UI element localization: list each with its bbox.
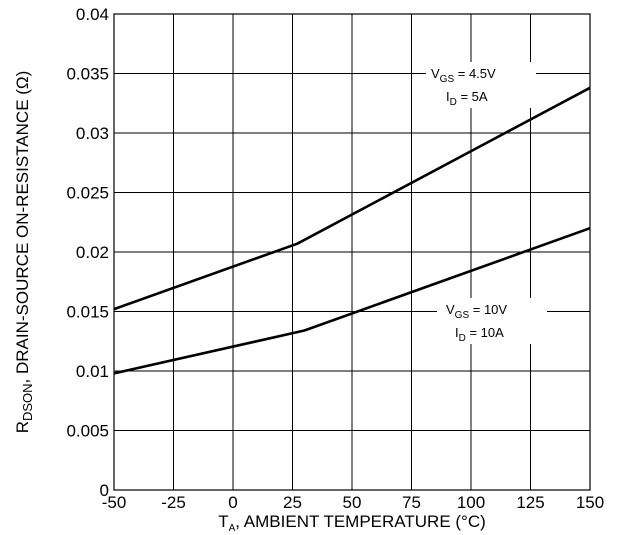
annotation-1-line2: ID = 5A [446, 89, 488, 108]
y-tick-label: 0.025 [66, 184, 109, 203]
x-tick-label: 100 [457, 493, 485, 512]
series-line-2 [113, 226, 591, 375]
y-axis-label: RDSON, DRAIN-SOURCE ON-RESISTANCE (Ω) [13, 71, 35, 434]
x-tick-label: 50 [343, 493, 362, 512]
x-tick-label: 150 [576, 493, 604, 512]
y-tick-label: 0 [100, 481, 109, 500]
x-tick-label: 25 [283, 493, 302, 512]
annotation-1-line1: VGS = 4.5V [431, 66, 496, 85]
annotation-bg-2 [437, 298, 547, 344]
annotation-vgs-10v: VGS = 10V ID = 10A [437, 298, 547, 344]
x-tick-label: -25 [161, 493, 186, 512]
y-tick-label: 0.015 [66, 303, 109, 322]
annotation-vgs-4-5v: VGS = 4.5V ID = 5A [426, 62, 536, 108]
x-tick-labels: -50 -25 0 25 50 75 100 125 150 [102, 493, 604, 512]
annotation-2-line2: ID = 10A [455, 325, 504, 344]
series-lines [113, 86, 591, 375]
series-line-1 [113, 86, 591, 311]
y-tick-label: 0.035 [66, 65, 109, 84]
y-tick-label: 0.005 [66, 422, 109, 441]
y-tick-label: 0.02 [76, 243, 109, 262]
x-tick-label: -50 [102, 493, 127, 512]
y-tick-label: 0.01 [76, 362, 109, 381]
y-tick-labels: 0 0.005 0.01 0.015 0.02 0.025 0.03 0.035 0.04 [66, 5, 109, 500]
y-tick-label: 0.04 [76, 5, 109, 24]
y-tick-label: 0.03 [76, 124, 109, 143]
annotation-bg-1 [426, 62, 536, 108]
plot-frame [113, 13, 591, 491]
annotation-2-line1: VGS = 10V [446, 302, 507, 321]
x-axis-label: TA, AMBIENT TEMPERATURE (°C) [218, 512, 486, 534]
x-tick-label: 75 [402, 493, 421, 512]
x-tick-label: 0 [228, 493, 237, 512]
x-tick-label: 125 [516, 493, 544, 512]
